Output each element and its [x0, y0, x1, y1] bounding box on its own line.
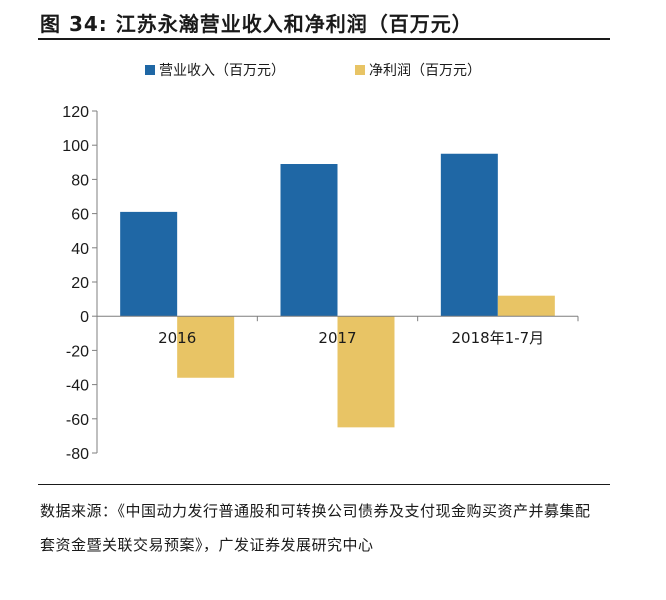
bar-net-profit: [497, 295, 555, 317]
y-tick-label: 20: [71, 275, 89, 292]
category-label: 2016: [158, 329, 196, 347]
axes: [96, 111, 579, 453]
y-tick-label: -40: [66, 378, 89, 395]
y-tick-label: 120: [62, 104, 89, 121]
y-tick-label: 40: [71, 241, 89, 258]
bar-chart: 营业收入（百万元） 净利润（百万元） 120 100 80 60 40 20 0 -20 -40 -…: [62, 63, 579, 463]
category-label: 2017: [318, 329, 356, 347]
y-tick-label: -20: [66, 343, 89, 360]
bars: [120, 153, 555, 428]
y-tick-label: 0: [80, 309, 89, 326]
y-axis-ticks: 120 100 80 60 40 20 0 -20 -40 -60 -80: [62, 104, 97, 463]
legend-swatch: [355, 65, 365, 75]
category-label: 2018年1-7月: [451, 329, 544, 347]
y-tick-label: 100: [62, 138, 89, 155]
legend-swatch: [145, 65, 155, 75]
bar-revenue: [440, 153, 498, 317]
bar-revenue: [280, 164, 338, 317]
source-note: 数据来源：《中国动力发行普通股和可转换公司债券及支付现金购买资产并募集配套资金暨…: [40, 502, 591, 554]
y-tick-label: 80: [71, 172, 89, 189]
source-divider: [38, 484, 610, 485]
chart-title: 图 34: 江苏永瀚营业收入和净利润（百万元）: [40, 12, 473, 36]
title-divider: [38, 38, 610, 40]
legend-label: 净利润（百万元）: [369, 63, 481, 79]
bar-net-profit: [337, 316, 395, 428]
category-labels: 2016 2017 2018年1-7月: [158, 329, 544, 347]
legend-label: 营业收入（百万元）: [159, 63, 285, 79]
y-tick-label: -80: [66, 446, 89, 463]
bar-net-profit: [177, 316, 235, 378]
y-tick-label: -60: [66, 412, 89, 429]
y-tick-label: 60: [71, 207, 89, 224]
legend: 营业收入（百万元） 净利润（百万元）: [145, 63, 481, 79]
bar-revenue: [120, 211, 178, 317]
